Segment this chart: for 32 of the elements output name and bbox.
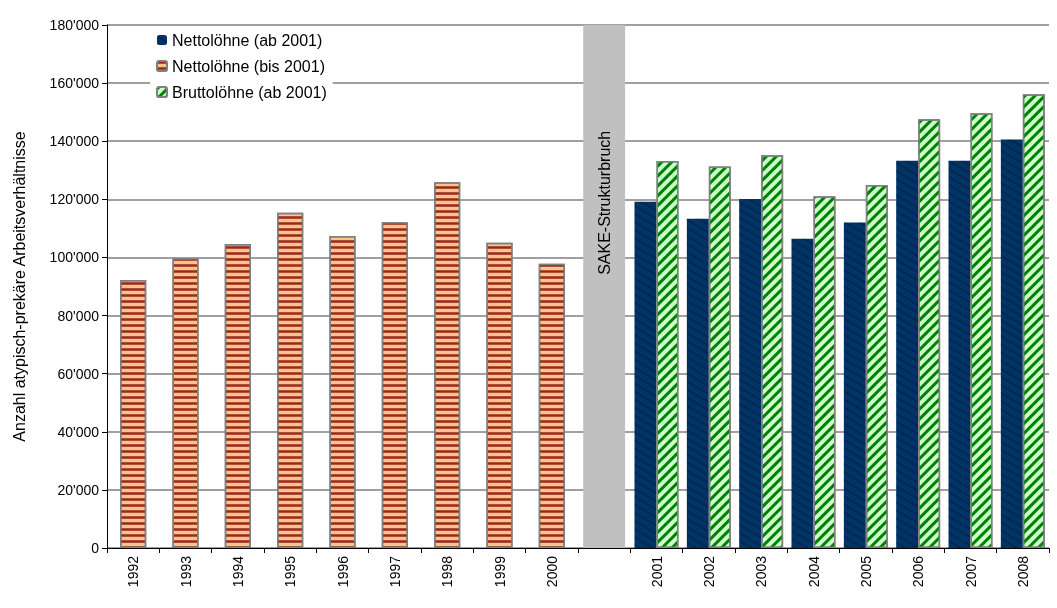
x-tick-label: 1996	[334, 555, 351, 588]
legend-label: Nettolöhne (ab 2001)	[172, 31, 323, 49]
x-tick-label: 1992	[125, 555, 142, 588]
x-tick-label: 2001	[648, 555, 665, 588]
x-tick-label: 2002	[700, 555, 717, 588]
x-tick-label: 1998	[439, 555, 456, 588]
x-tick-label: 2004	[805, 555, 822, 588]
y-tick-label: 60'000	[57, 365, 100, 382]
x-tick-label: 2007	[962, 555, 979, 588]
y-tick-label: 20'000	[57, 481, 100, 498]
x-tick-label: 2008	[1014, 555, 1031, 588]
y-tick-label: 140'000	[49, 133, 100, 150]
x-tick-label: 2000	[543, 555, 560, 588]
y-tick-label: 80'000	[57, 307, 100, 324]
y-tick-label: 180'000	[49, 17, 100, 33]
band-label: SAKE-Strukturbruch	[595, 130, 613, 275]
legend-label: Bruttolöhne (ab 2001)	[172, 83, 327, 101]
y-tick-label: 160'000	[49, 75, 100, 92]
x-tick-label: 1999	[491, 555, 508, 588]
y-axis-title: Anzahl atypisch-prekäre Arbeitsverhältnisse	[10, 131, 28, 442]
legend-label: Nettolöhne (bis 2001)	[172, 57, 325, 75]
x-tick-label: 2006	[910, 555, 927, 588]
x-tick-label: 1994	[229, 555, 246, 588]
x-tick-label: 2005	[857, 555, 874, 588]
x-tick-label: 1997	[386, 555, 403, 588]
x-tick-label: 2003	[753, 555, 770, 588]
y-tick-label: 40'000	[57, 423, 100, 440]
x-tick-label: 1993	[177, 555, 194, 588]
x-tick-label: 1995	[282, 555, 299, 588]
y-tick-label: 120'000	[49, 191, 100, 208]
y-tick-label: 100'000	[49, 249, 100, 266]
y-tick-label: 0	[91, 540, 100, 556]
